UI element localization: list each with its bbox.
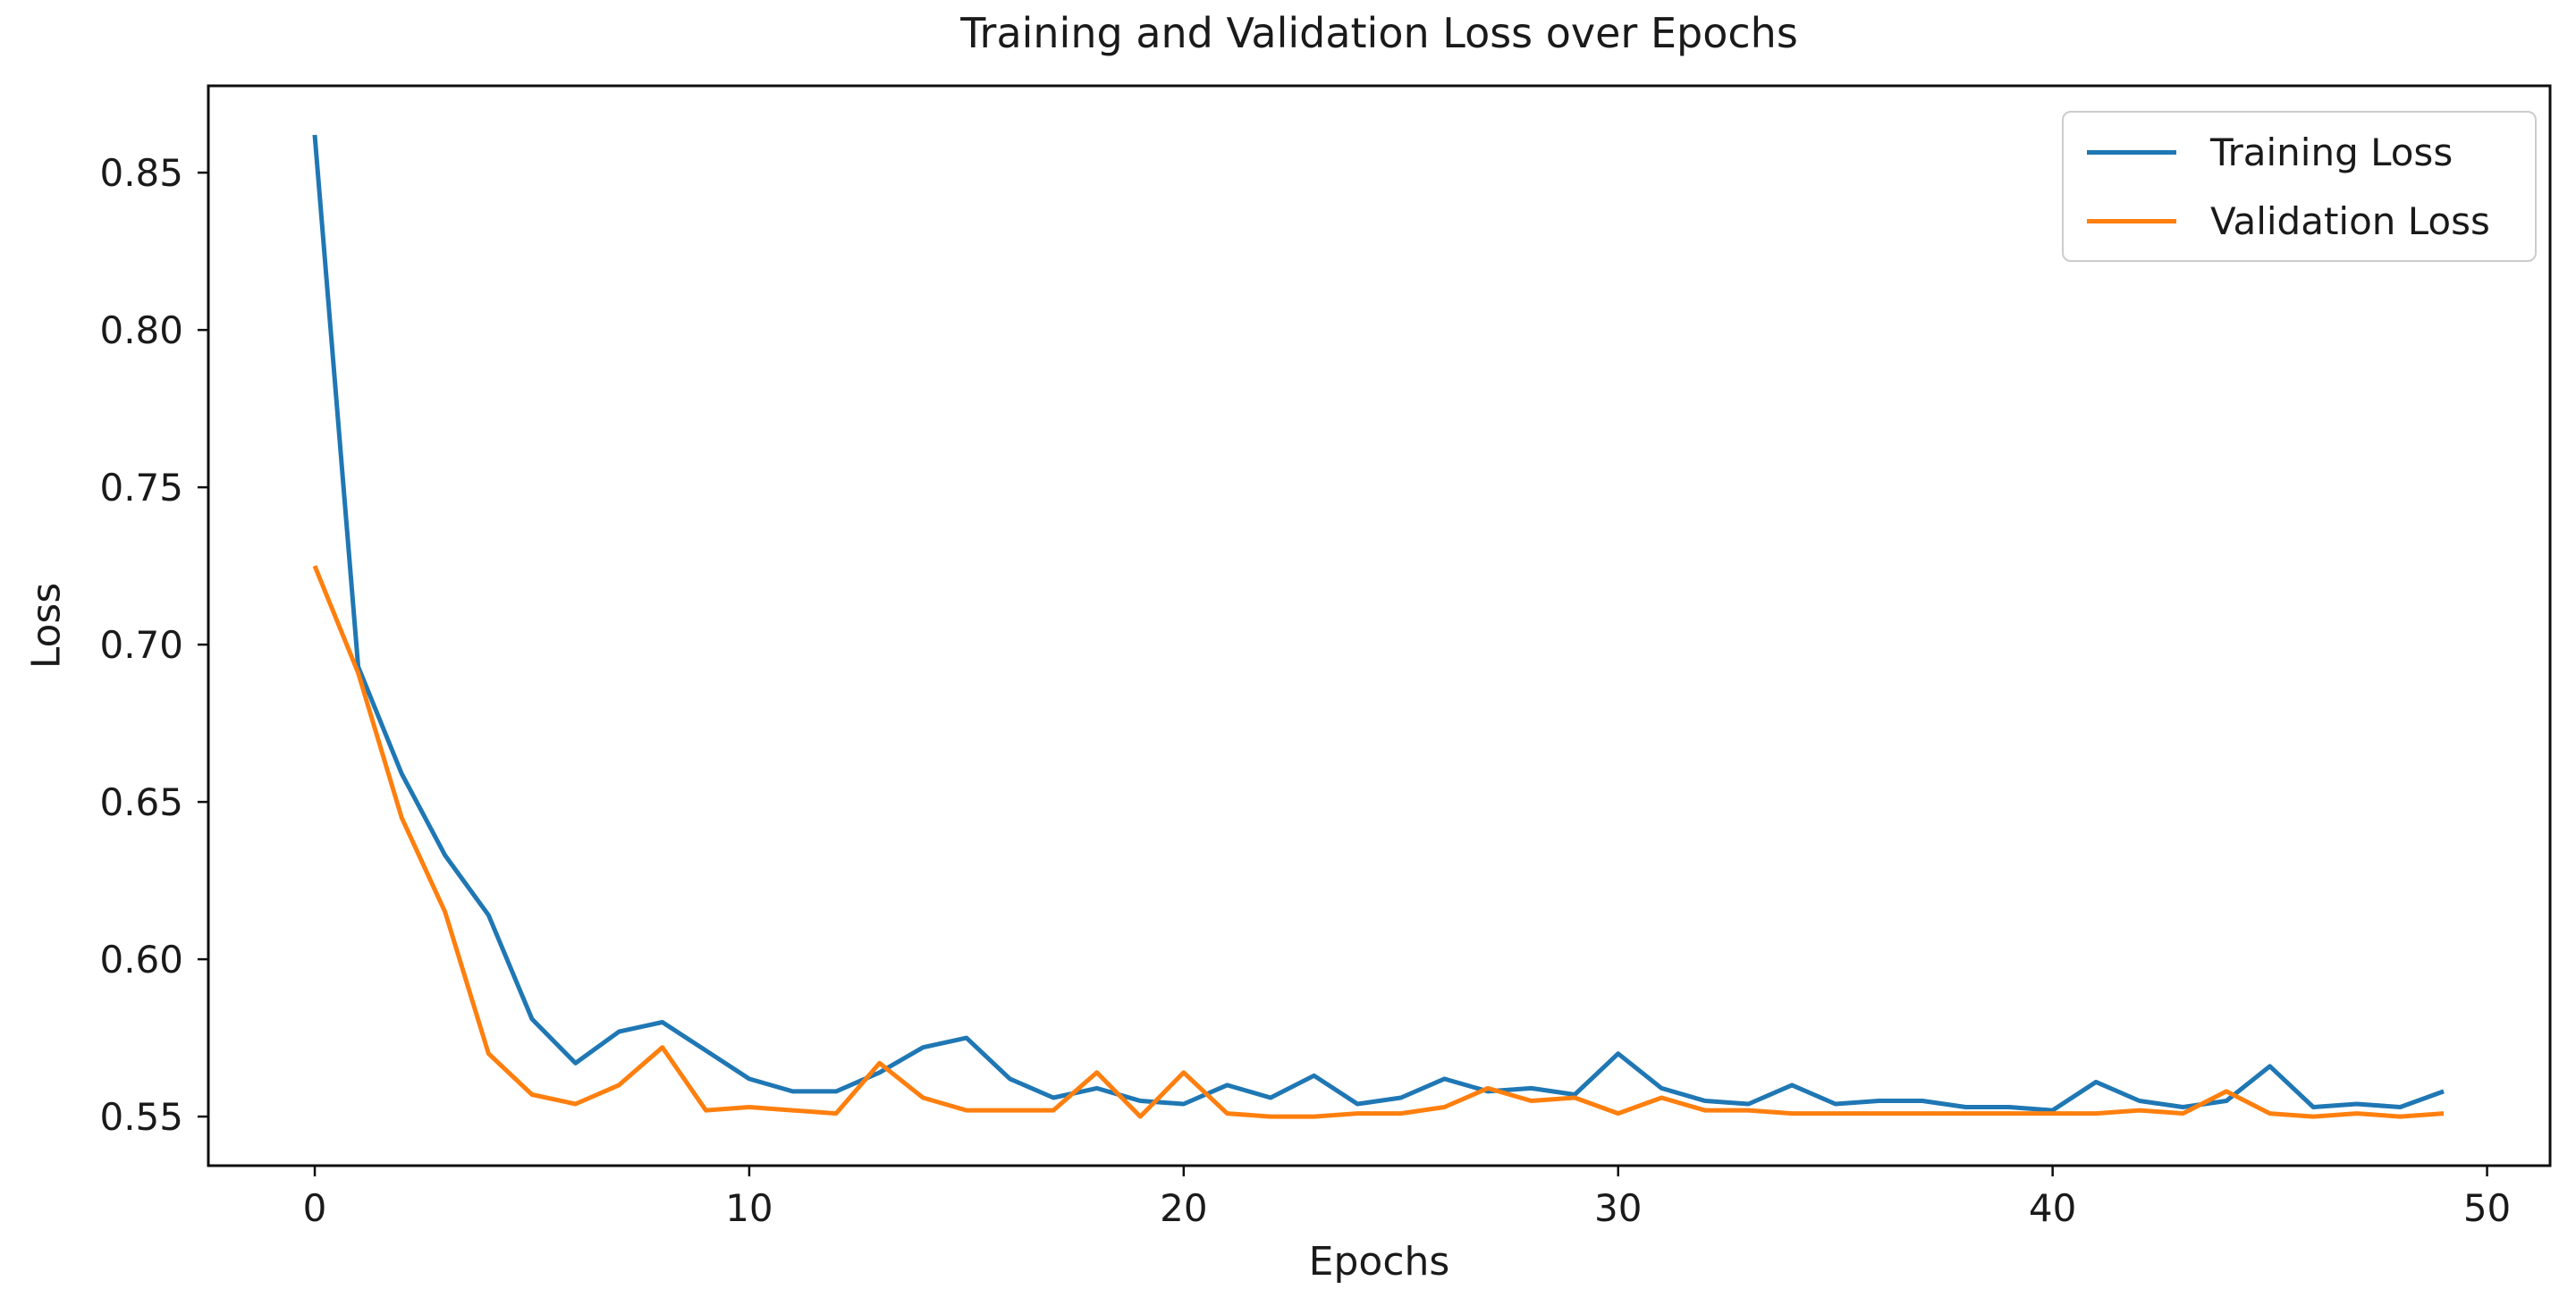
axis-ticks: 0 10 20 30 40 50 0.55 0.60 0.65 0.70 0.75 0.80 0.85 (99, 151, 2511, 1230)
x-tick-label: 40 (2029, 1186, 2076, 1230)
legend-entry-validation: Validation Loss (2082, 197, 2517, 246)
x-tick-label: 30 (1594, 1186, 1642, 1230)
training-loss-line-swatch (2087, 149, 2176, 155)
legend-entry-training: Training Loss (2082, 128, 2517, 177)
y-tick-label: 0.70 (99, 623, 183, 667)
validation-loss-line (312, 565, 2445, 1119)
legend-label-validation: Validation Loss (2210, 198, 2490, 243)
axes-spines (207, 84, 2552, 1167)
y-tick-label: 0.85 (99, 151, 183, 195)
chart-title: Training and Validation Loss over Epochs (960, 9, 1798, 57)
x-tick-label: 50 (2463, 1186, 2511, 1230)
validation-loss-line-swatch (2087, 218, 2176, 223)
x-tick-label: 10 (725, 1186, 773, 1230)
legend: Training Loss Validation Loss (2062, 111, 2537, 262)
data-lines (312, 134, 2445, 1119)
legend-label-training: Training Loss (2210, 130, 2454, 174)
y-tick-label: 0.60 (99, 938, 183, 982)
x-axis-label: Epochs (1308, 1239, 1450, 1285)
x-tick-label: 0 (303, 1186, 327, 1230)
y-tick-label: 0.75 (99, 466, 183, 510)
y-tick-label: 0.65 (99, 780, 183, 824)
training-loss-line (312, 134, 2445, 1113)
y-tick-label: 0.55 (99, 1095, 183, 1139)
y-tick-label: 0.80 (99, 308, 183, 352)
x-tick-label: 20 (1160, 1186, 1207, 1230)
